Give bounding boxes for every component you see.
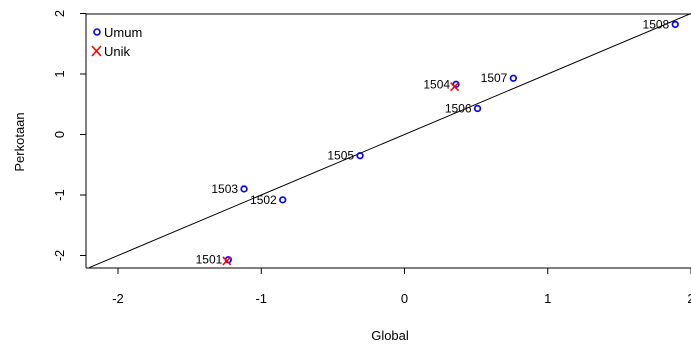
plot-area: [85, 13, 691, 269]
y-tick-label: 0: [52, 131, 67, 138]
point-label-1505: 1505: [327, 149, 354, 163]
legend-umum-marker: [93, 28, 101, 36]
y-tick-label: -2: [52, 250, 67, 262]
point-label-1508: 1508: [643, 17, 670, 31]
x-tick-label: -1: [255, 291, 267, 306]
y-axis: -2 -1 0 1 2: [52, 10, 86, 261]
x-axis-title: Global: [371, 328, 409, 343]
umum-point-1506: [473, 104, 482, 113]
x-tick-label: 1: [544, 291, 551, 306]
point-label-1507: 1507: [481, 71, 508, 85]
x-tick-label: -2: [112, 291, 124, 306]
point-label-1503: 1503: [211, 182, 238, 196]
legend-umum-label: Umum: [104, 25, 142, 40]
x-axis: -2 -1 0 1 2: [112, 268, 691, 306]
point-labels-layer: 1501 1502 1503 1504 1505 1506 1507 1508: [196, 17, 670, 266]
reference-line: [89, 13, 691, 269]
legend: Umum Unik: [91, 25, 142, 59]
point-label-1506: 1506: [445, 101, 472, 115]
umum-point-1503: [240, 185, 248, 193]
point-label-1501: 1501: [196, 253, 223, 267]
y-tick-label: 2: [52, 10, 67, 17]
umum-point-1502: [279, 196, 287, 204]
legend-unik-marker: [91, 45, 102, 57]
y-tick-label: 1: [52, 70, 67, 77]
point-label-1502: 1502: [250, 193, 277, 207]
legend-unik-label: Unik: [104, 44, 131, 59]
points-layer: [222, 20, 679, 266]
umum-point-1507: [509, 74, 518, 82]
umum-point-1508: [671, 20, 679, 29]
unik-point-1504: [450, 82, 460, 92]
unik-point-1501: [222, 256, 232, 266]
reference-line-layer: [89, 13, 691, 269]
x-tick-label: 2: [687, 291, 691, 306]
umum-point-1505: [356, 152, 364, 160]
point-label-1504: 1504: [423, 77, 450, 91]
x-tick-label: 0: [401, 291, 408, 306]
y-axis-title: Perkotaan: [12, 112, 27, 171]
y-tick-label: -1: [52, 189, 67, 201]
